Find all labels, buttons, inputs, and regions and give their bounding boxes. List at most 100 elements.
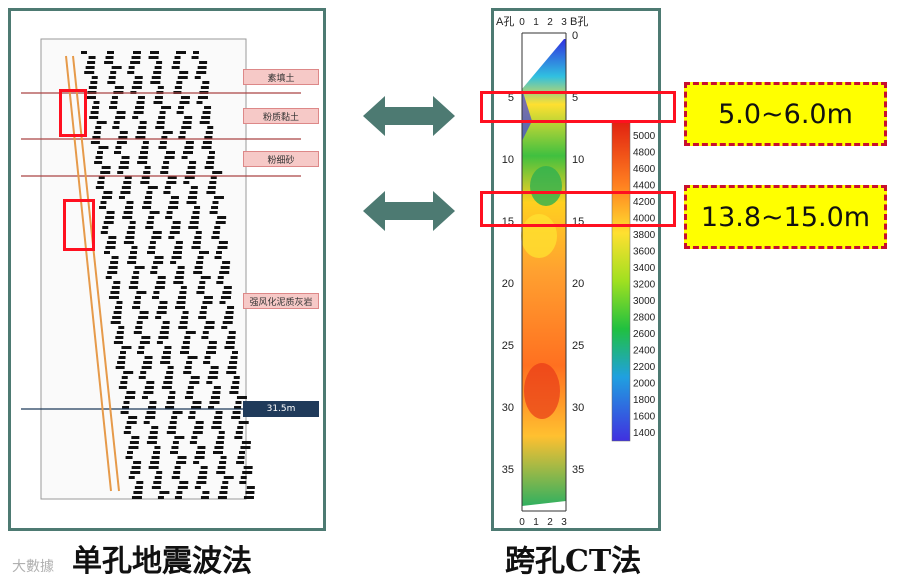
- seismic-wiggle: [167, 366, 174, 369]
- seismic-wiggle: [174, 56, 181, 59]
- seismic-wiggle: [156, 341, 163, 344]
- seismic-wiggle: [140, 371, 147, 374]
- highlight-box: [59, 89, 87, 137]
- seismic-wiggle: [110, 261, 119, 264]
- seismic-wiggle: [133, 491, 143, 494]
- seismic-wiggle: [133, 301, 141, 304]
- seismic-wiggle: [183, 151, 193, 154]
- seismic-wiggle: [119, 131, 128, 134]
- seismic-wiggle: [150, 461, 160, 464]
- seismic-wiggle: [190, 376, 200, 379]
- colorbar-tick: 3600: [633, 247, 656, 258]
- seismic-wiggle: [218, 241, 228, 244]
- watermark-logo: 大數據: [12, 559, 54, 575]
- seismic-wiggle: [126, 421, 137, 424]
- seismic-wiggle: [133, 51, 141, 54]
- seismic-wiggle: [166, 371, 174, 374]
- seismic-wiggle: [154, 66, 162, 69]
- seismic-wiggle: [126, 231, 135, 234]
- x-tick-bottom: 2: [547, 517, 553, 528]
- seismic-wiggle: [170, 196, 179, 199]
- seismic-wiggle: [200, 496, 209, 499]
- seismic-wiggle: [122, 406, 130, 409]
- seismic-wiggle: [166, 211, 173, 214]
- seismic-wiggle: [182, 121, 192, 124]
- seismic-wiggle: [213, 196, 224, 199]
- seismic-wiggle: [118, 196, 125, 199]
- seismic-wiggle: [197, 256, 204, 259]
- seismic-wiggle: [185, 141, 194, 144]
- seismic-wiggle: [166, 151, 175, 154]
- seismic-wiggle: [146, 381, 155, 384]
- seismic-panel: 素填土 粉质黏土 粉细砂 强风化泥质灰岩 31.5m: [8, 8, 326, 531]
- seismic-wiggle: [118, 356, 126, 359]
- seismic-wiggle: [94, 161, 103, 164]
- depth-tick-left: 30: [502, 402, 514, 414]
- seismic-wiggle: [191, 216, 200, 219]
- seismic-wiggle: [111, 286, 120, 289]
- seismic-wiggle: [197, 96, 208, 99]
- seismic-wiggle: [105, 246, 116, 249]
- seismic-wiggle: [161, 356, 171, 359]
- seismic-wiggle: [241, 441, 251, 444]
- colorbar-tick: 1600: [633, 412, 656, 423]
- seismic-wiggle: [128, 226, 136, 229]
- seismic-wiggle: [130, 281, 139, 284]
- seismic-wiggle: [199, 251, 209, 254]
- seismic-wiggle: [81, 51, 87, 54]
- seismic-wiggle: [232, 381, 240, 384]
- seismic-wiggle: [200, 466, 208, 469]
- seismic-wiggle: [200, 86, 209, 89]
- seismic-wiggle: [111, 66, 122, 69]
- seismic-wiggle: [126, 201, 134, 204]
- seismic-wiggle: [181, 126, 192, 129]
- seismic-wiggle: [196, 451, 205, 454]
- seismic-wiggle: [205, 131, 213, 134]
- seismic-wiggle: [194, 206, 201, 209]
- seismic-wiggle: [193, 271, 203, 274]
- seismic-wiggle: [162, 321, 170, 324]
- seismic-wiggle: [198, 316, 207, 319]
- seismic-wiggle: [123, 371, 134, 374]
- seismic-wiggle: [214, 416, 223, 419]
- seismic-wiggle: [143, 201, 152, 204]
- seismic-wiggle: [217, 436, 225, 439]
- seismic-wiggle: [211, 206, 219, 209]
- colorbar-tick: 2800: [633, 313, 656, 324]
- seismic-wiggle: [202, 301, 213, 304]
- seismic-wiggle: [151, 456, 160, 459]
- seismic-wiggle: [210, 366, 219, 369]
- seismic-wiggle: [168, 206, 179, 209]
- seismic-wiggle: [154, 256, 164, 259]
- seismic-wiggle: [181, 156, 188, 159]
- seismic-wiggle: [157, 86, 164, 89]
- seismic-wiggle: [136, 131, 146, 134]
- seismic-wiggle: [174, 496, 182, 499]
- seismic-wiggle: [196, 261, 204, 264]
- seismic-wiggle: [153, 481, 162, 484]
- seismic-wiggle: [215, 441, 224, 444]
- seismic-wiggle: [130, 471, 141, 474]
- seismic-wiggle: [170, 451, 178, 454]
- seismic-wiggle: [189, 411, 196, 414]
- seismic-wiggle: [108, 266, 118, 269]
- seismic-wiggle: [184, 176, 195, 179]
- seismic-wiggle: [153, 101, 163, 104]
- seismic-wiggle: [183, 371, 192, 374]
- seismic-wiggle: [162, 131, 173, 134]
- seismic-wiggle: [135, 106, 145, 109]
- seismic-wiggle: [197, 446, 206, 449]
- layer-label: 强风化泥质灰岩: [243, 293, 319, 309]
- seismic-wiggle: [173, 471, 181, 474]
- seismic-wiggle: [245, 491, 255, 494]
- seismic-wiggle: [186, 171, 196, 174]
- seismic-wiggle: [205, 321, 215, 324]
- seismic-wiggle: [135, 136, 146, 139]
- seismic-wiggle: [184, 396, 193, 399]
- seismic-wiggle: [189, 381, 200, 384]
- seismic-wiggle: [108, 296, 119, 299]
- seismic-wiggle: [135, 326, 143, 329]
- seismic-wiggle: [238, 421, 249, 424]
- seismic-wiggle: [168, 236, 175, 239]
- seismic-wiggle: [124, 176, 132, 179]
